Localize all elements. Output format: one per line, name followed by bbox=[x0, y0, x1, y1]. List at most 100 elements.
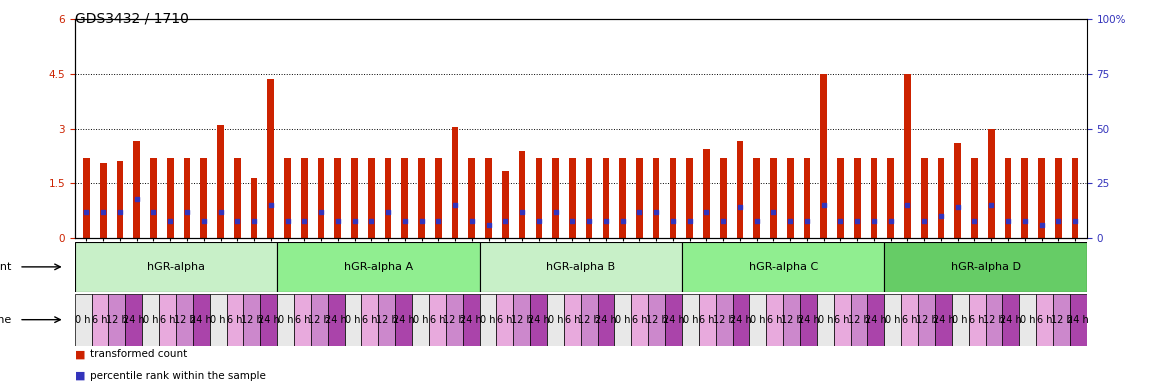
Bar bbox=[75, 294, 92, 346]
Point bbox=[296, 217, 314, 223]
Text: 0 h: 0 h bbox=[818, 314, 833, 325]
Bar bbox=[918, 294, 935, 346]
Text: 24 h: 24 h bbox=[325, 314, 347, 325]
Bar bbox=[1021, 158, 1028, 238]
Text: 24 h: 24 h bbox=[123, 314, 145, 325]
Bar bbox=[412, 294, 429, 346]
Text: 24 h: 24 h bbox=[528, 314, 550, 325]
Bar bbox=[108, 294, 125, 346]
Text: 0 h: 0 h bbox=[547, 314, 564, 325]
Bar bbox=[396, 294, 412, 346]
Bar bbox=[368, 158, 375, 238]
Point bbox=[647, 209, 666, 215]
Text: 12 h: 12 h bbox=[106, 314, 128, 325]
Bar bbox=[167, 158, 174, 238]
Text: 6 h: 6 h bbox=[902, 314, 918, 325]
Point bbox=[1066, 217, 1084, 223]
Bar bbox=[92, 294, 108, 346]
Point bbox=[580, 217, 598, 223]
Bar bbox=[687, 158, 693, 238]
Bar bbox=[176, 294, 193, 346]
Text: 6 h: 6 h bbox=[969, 314, 984, 325]
Bar bbox=[294, 294, 311, 346]
Bar bbox=[361, 294, 378, 346]
Bar bbox=[1019, 294, 1036, 346]
Bar bbox=[867, 294, 884, 346]
Bar bbox=[446, 294, 462, 346]
Point bbox=[1049, 217, 1067, 223]
Text: 6 h: 6 h bbox=[699, 314, 715, 325]
Bar bbox=[569, 158, 576, 238]
Point bbox=[697, 209, 715, 215]
Bar bbox=[733, 294, 750, 346]
Bar bbox=[193, 294, 209, 346]
Text: 6 h: 6 h bbox=[160, 314, 175, 325]
Bar bbox=[462, 294, 480, 346]
Point bbox=[915, 217, 934, 223]
Bar bbox=[598, 294, 614, 346]
Bar bbox=[904, 74, 911, 238]
Bar bbox=[753, 158, 760, 238]
Bar bbox=[653, 158, 659, 238]
Text: agent: agent bbox=[0, 262, 12, 272]
Point bbox=[613, 217, 631, 223]
Point bbox=[530, 217, 549, 223]
Text: 6 h: 6 h bbox=[1037, 314, 1052, 325]
Bar bbox=[435, 158, 442, 238]
Bar bbox=[837, 158, 844, 238]
Text: 12 h: 12 h bbox=[242, 314, 262, 325]
Bar bbox=[816, 294, 834, 346]
Bar bbox=[468, 158, 475, 238]
Point bbox=[128, 195, 146, 202]
Bar bbox=[1055, 158, 1061, 238]
Point bbox=[781, 217, 799, 223]
Bar bbox=[385, 158, 391, 238]
Bar bbox=[513, 294, 530, 346]
Point bbox=[446, 202, 465, 208]
Bar bbox=[317, 158, 324, 238]
Bar bbox=[682, 242, 884, 292]
Bar bbox=[268, 79, 274, 238]
Bar bbox=[935, 294, 952, 346]
Text: 6 h: 6 h bbox=[294, 314, 311, 325]
Bar bbox=[986, 294, 1003, 346]
Point bbox=[765, 209, 783, 215]
Text: 12 h: 12 h bbox=[174, 314, 196, 325]
Point bbox=[161, 217, 179, 223]
Text: 6 h: 6 h bbox=[92, 314, 108, 325]
Point bbox=[798, 217, 816, 223]
Point bbox=[261, 202, 279, 208]
Bar bbox=[75, 242, 277, 292]
Bar bbox=[536, 158, 542, 238]
Bar bbox=[703, 149, 710, 238]
Point bbox=[546, 209, 565, 215]
Bar bbox=[699, 294, 715, 346]
Bar bbox=[1038, 158, 1045, 238]
Bar bbox=[783, 294, 800, 346]
Bar bbox=[151, 158, 156, 238]
Text: 24 h: 24 h bbox=[596, 314, 616, 325]
Point bbox=[312, 209, 330, 215]
Text: transformed count: transformed count bbox=[90, 349, 187, 359]
Bar bbox=[378, 294, 396, 346]
Point bbox=[245, 217, 263, 223]
Point bbox=[664, 217, 682, 223]
Bar bbox=[519, 151, 526, 238]
Bar bbox=[480, 294, 497, 346]
Text: 0 h: 0 h bbox=[615, 314, 630, 325]
Point bbox=[949, 204, 967, 210]
Bar bbox=[227, 294, 244, 346]
Bar bbox=[310, 294, 328, 346]
Bar bbox=[217, 125, 224, 238]
Bar bbox=[209, 294, 227, 346]
Point bbox=[865, 217, 883, 223]
Point bbox=[564, 217, 582, 223]
Bar bbox=[1070, 294, 1087, 346]
Bar bbox=[620, 158, 626, 238]
Text: 0 h: 0 h bbox=[1020, 314, 1035, 325]
Bar bbox=[260, 294, 277, 346]
Text: 0 h: 0 h bbox=[76, 314, 91, 325]
Point bbox=[462, 217, 481, 223]
Bar bbox=[480, 242, 682, 292]
Bar bbox=[682, 294, 699, 346]
